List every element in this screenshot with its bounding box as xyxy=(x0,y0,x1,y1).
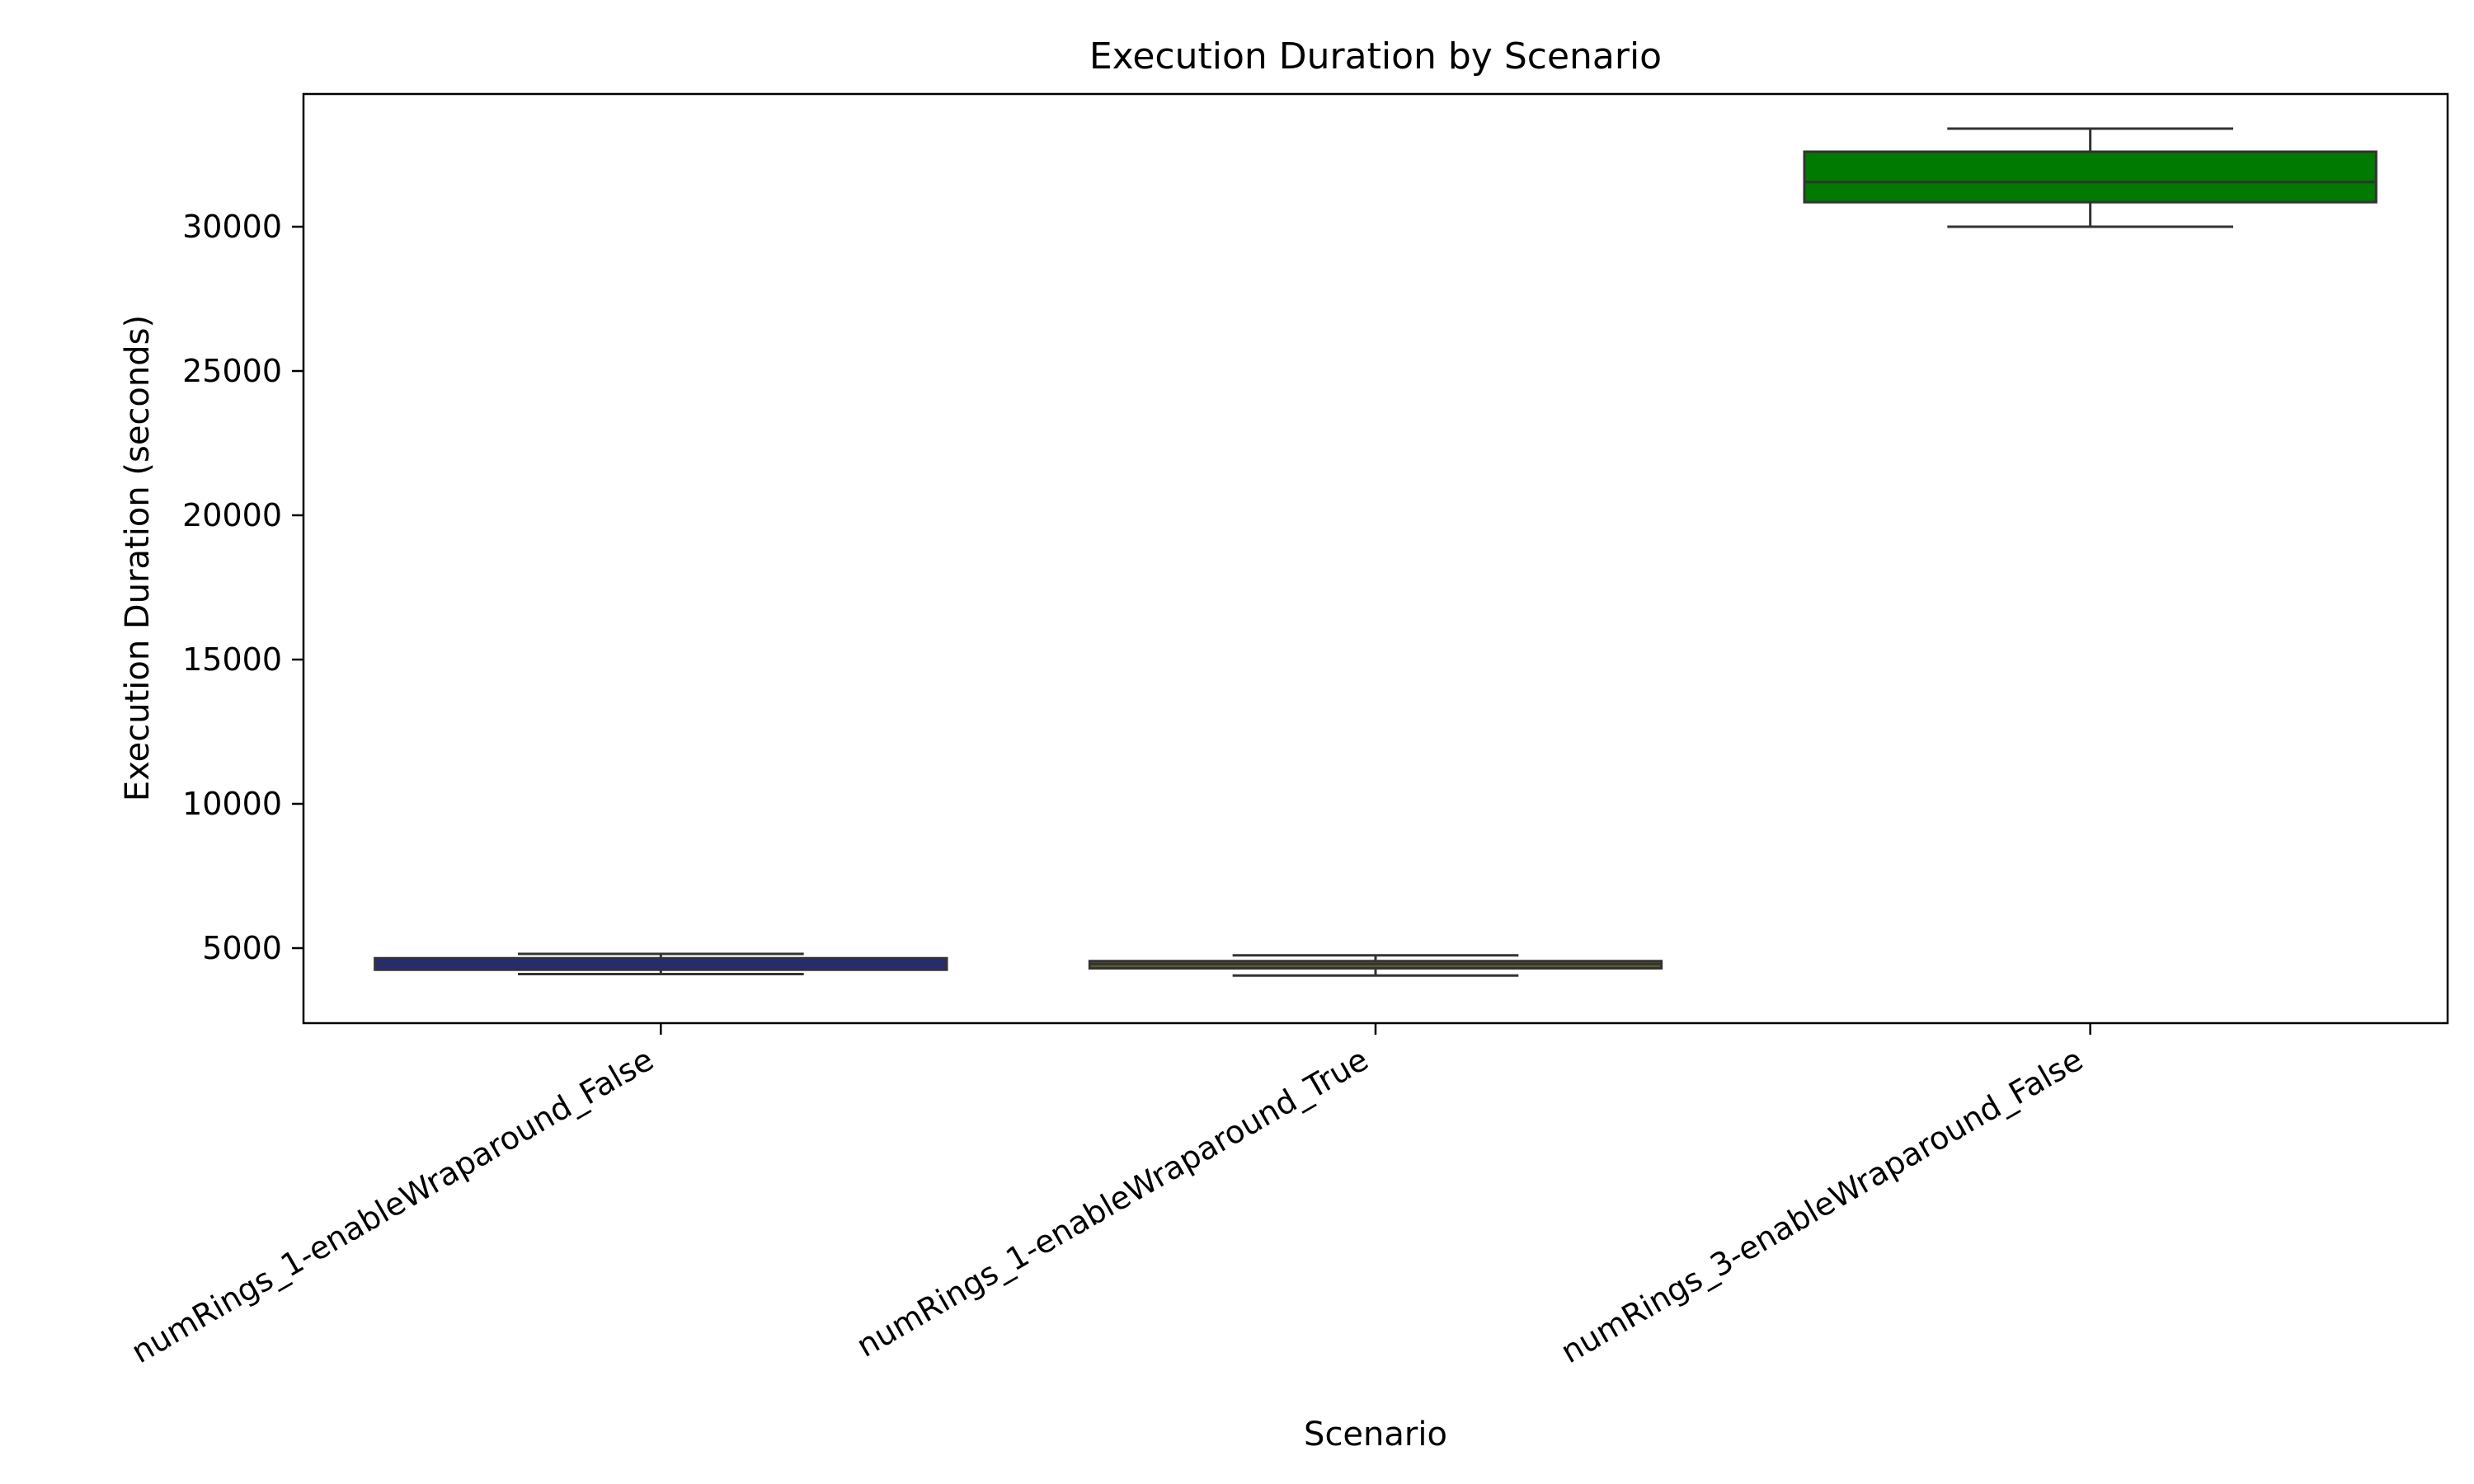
box-1 xyxy=(374,952,948,975)
x-tick-label: numRings_1-enableWraparound_True xyxy=(850,1041,1374,1364)
box-2 xyxy=(1088,954,1663,977)
x-tick-label: numRings_3-enableWraparound_False xyxy=(1554,1041,2089,1370)
y-tick-label: 10000 xyxy=(182,786,282,822)
y-tick-label: 15000 xyxy=(182,641,282,678)
chart-title: Execution Duration by Scenario xyxy=(1089,35,1662,77)
plot-frame xyxy=(302,92,2449,1025)
y-tick-label: 20000 xyxy=(182,497,282,533)
x-tick-label: numRings_1-enableWraparound_False xyxy=(125,1041,660,1370)
y-axis: 5000 10000 15000 20000 25000 30000 xyxy=(182,209,303,966)
box-3 xyxy=(1803,127,2378,228)
y-tick-label: 5000 xyxy=(202,930,282,966)
x-axis: numRings_1-enableWraparound_False numRing… xyxy=(125,1023,2091,1370)
box-iqr xyxy=(1803,150,2378,204)
y-tick-label: 30000 xyxy=(182,209,282,245)
y-axis-label: Execution Duration (seconds) xyxy=(119,315,157,801)
x-axis-label: Scenario xyxy=(1304,1416,1447,1453)
boxes-group xyxy=(374,127,2378,977)
y-tick-label: 25000 xyxy=(182,353,282,389)
